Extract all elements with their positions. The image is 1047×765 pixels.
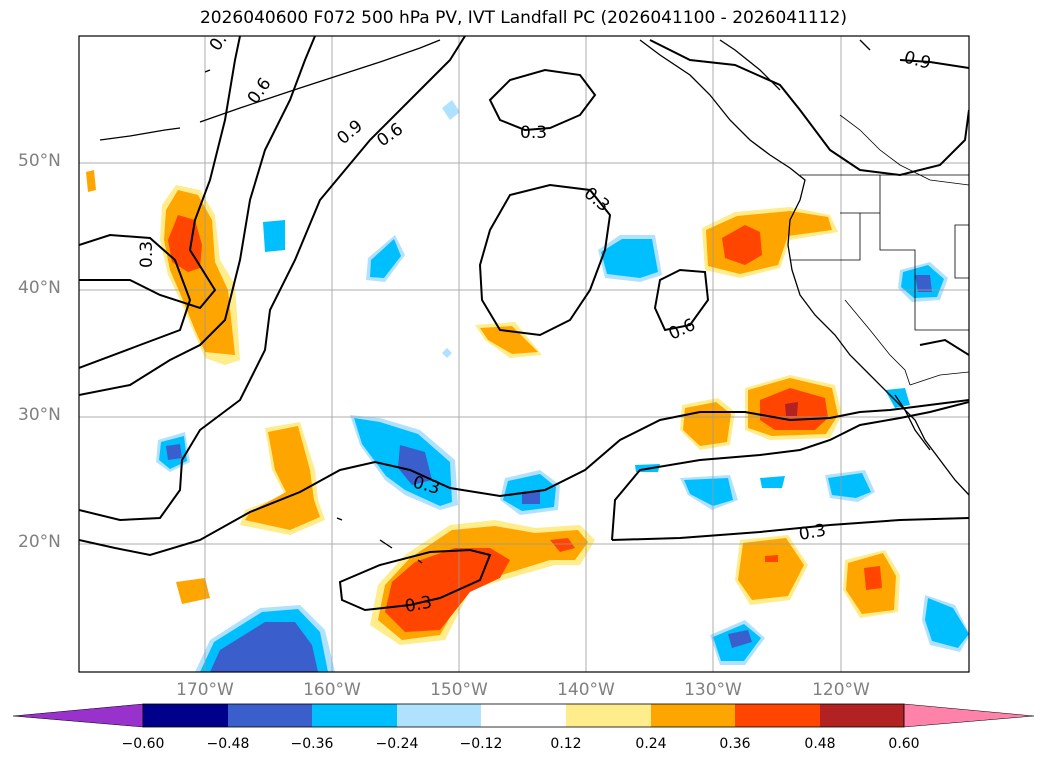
map-frame xyxy=(78,35,970,673)
colorbar-tick-label: 0.12 xyxy=(550,736,582,752)
shade-skyblue-se xyxy=(925,598,969,648)
shade-royalblue-c24 xyxy=(522,490,540,504)
shade-skyblue-e25b xyxy=(760,476,785,488)
colorbar-segment xyxy=(651,704,735,727)
colorbar-tick-label: 0.36 xyxy=(719,736,751,752)
colorbar-segment xyxy=(481,704,566,727)
shade-orange-mid1 xyxy=(245,426,320,530)
colorbar-segment xyxy=(820,704,904,727)
shade-royalblue-e40 xyxy=(915,275,932,292)
colorbar-tick-label: −0.36 xyxy=(290,736,334,752)
shade-red-e17 xyxy=(864,566,882,590)
shade-red-e18 xyxy=(765,555,778,562)
shade-red-south xyxy=(385,548,510,632)
colorbar-tick-label: −0.48 xyxy=(206,736,250,752)
shade-red-ne xyxy=(722,225,762,265)
colorbar xyxy=(12,703,1035,728)
shaded-fields xyxy=(86,100,969,672)
shade-orange-mid2 xyxy=(480,326,538,354)
lon-tick-label: 130°W xyxy=(684,680,742,700)
colorbar-segment xyxy=(735,704,820,727)
shade-royalblue-s13 xyxy=(728,630,752,648)
borders xyxy=(790,114,969,386)
shade-lightblue-n35 xyxy=(442,348,452,358)
shade-skyblue-n44 xyxy=(263,220,285,252)
shade-darkred-e30 xyxy=(785,402,798,416)
colorbar-extend-low xyxy=(12,703,144,728)
colorbar-segment xyxy=(312,704,397,727)
lat-tick-label: 30°N xyxy=(18,405,61,425)
lon-tick-label: 140°W xyxy=(557,680,615,700)
contour-label: 0.3 xyxy=(403,593,433,617)
graticule xyxy=(79,36,969,672)
lat-tick-label: 40°N xyxy=(18,278,61,298)
contour-label: 0.3 xyxy=(797,521,827,545)
lat-tick-label: 50°N xyxy=(18,151,61,171)
shade-skyblue-n42 xyxy=(370,239,401,278)
contour-label: 0.3 xyxy=(137,241,157,268)
colorbar-segment xyxy=(397,704,481,727)
shade-skyblue-e42 xyxy=(601,239,658,278)
colorbar-tick-label: −0.60 xyxy=(121,736,165,752)
colorbar-segment xyxy=(566,704,651,727)
colorbar-segment xyxy=(228,704,312,727)
colorbar-tick-label: −0.24 xyxy=(375,736,419,752)
shade-skyblue-e25d xyxy=(828,473,871,498)
colorbar-tick-label: 0.48 xyxy=(804,736,836,752)
colorbar-tick-label: 0.60 xyxy=(888,736,920,752)
shade-royalblue-w26 xyxy=(166,444,182,460)
colorbar-tick-label: −0.12 xyxy=(459,736,503,752)
contour-label: 0.3 xyxy=(520,123,547,143)
shade-orange-small-sw xyxy=(176,578,210,604)
contours xyxy=(79,36,969,612)
shade-skyblue-e25 xyxy=(684,478,733,506)
shade-royalblue-sw-big xyxy=(210,622,318,672)
shade-orange-e18 xyxy=(738,538,804,600)
lat-tick-label: 20°N xyxy=(18,532,61,552)
lon-tick-label: 150°W xyxy=(430,680,488,700)
shade-orange-tiny xyxy=(86,170,96,192)
colorbar-segment xyxy=(143,704,228,727)
figure-title: 2026040600 F072 500 hPa PV, IVT Landfall… xyxy=(199,8,847,28)
shade-red-south-right xyxy=(550,538,575,552)
shade-lightblue-n55 xyxy=(442,100,460,120)
colorbar-extend-high xyxy=(903,703,1035,728)
colorbar-tick-label: 0.24 xyxy=(635,736,667,752)
lon-tick-label: 160°W xyxy=(303,680,361,700)
lon-tick-label: 120°W xyxy=(812,680,870,700)
lon-tick-label: 170°W xyxy=(176,680,234,700)
